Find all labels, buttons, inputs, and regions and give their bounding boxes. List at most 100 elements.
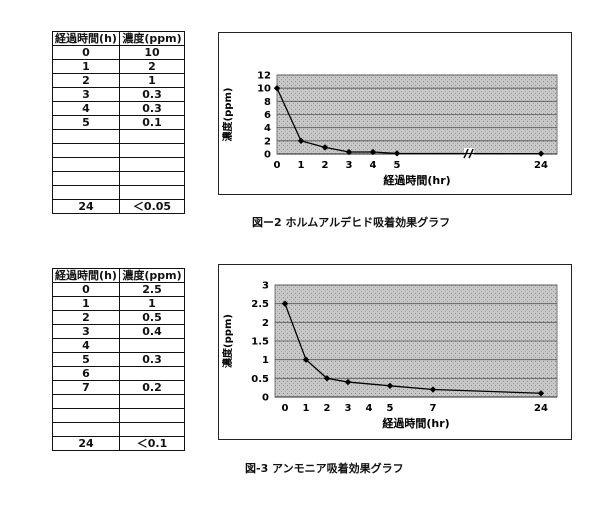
data-point [537,390,545,397]
x-tick-label: 3 [346,160,353,171]
data-point [344,378,352,386]
formaldehyde-chart: 0 2 4 6 8 10 12 0 1 2 3 4 5 24 経過時間(hr) 濃度(ppm) [218,32,572,195]
data-point [393,150,401,157]
concentration-cell [119,129,185,144]
y-tick-label: 10 [257,84,271,95]
elapsed-time-cell: 24 [52,436,120,451]
elapsed-time-cell [52,185,120,200]
elapsed-time-cell: 5 [52,352,120,367]
elapsed-time-cell [52,422,120,437]
concentration-cell [119,143,185,158]
ammonia-chart-svg: 0 0.5 1 1.5 2 2.5 3 0 1 2 3 4 5 7 24 経過時間(hr) 濃度(ppm) [221,281,558,430]
table-row: 2 0.5 [52,310,185,325]
x-tick-label: 0 [274,160,281,171]
concentration-cell: ＜0.1 [119,436,185,451]
y-tick-label: 3 [262,281,269,292]
table-header-row: 経過時間(h) 濃度(ppm) [52,31,185,46]
table-row [52,129,185,144]
x-tick-label: 5 [394,160,401,171]
elapsed-time-header: 経過時間(h) [52,31,120,46]
concentration-cell [119,157,185,172]
x-tick-label: 4 [370,160,377,171]
data-point [537,150,545,157]
data-point [297,137,305,145]
y-tick-label: 8 [264,97,271,108]
elapsed-time-cell: 5 [52,115,120,130]
table-header-row: 経過時間(h) 濃度(ppm) [52,268,185,283]
y-tick-label: 1.5 [251,337,269,348]
table-row [52,157,185,172]
concentration-cell [119,408,185,423]
table-row: 4 0.3 [52,101,185,116]
formaldehyde-data-table: 経過時間(h) 濃度(ppm) 0 10 1 2 2 1 3 0.3 4 0.3 5 0.1 24 ＜0.05 [52,31,185,214]
elapsed-time-cell: 0 [52,282,120,297]
concentration-cell [119,394,185,409]
table-row [52,408,185,423]
concentration-cell: 1 [119,296,185,311]
y-axis-title: 濃度(ppm) [221,314,234,368]
y-tick-label: 0 [264,150,271,161]
x-tick-label: 24 [534,160,548,171]
concentration-cell: 2 [119,59,185,74]
y-tick-label: 6 [264,110,271,121]
y-tick-label: 4 [264,123,271,134]
concentration-cell [119,422,185,437]
data-point [302,356,310,363]
elapsed-time-cell: 3 [52,324,120,339]
data-point [323,375,331,382]
elapsed-time-cell: 3 [52,87,120,102]
concentration-cell [119,338,185,353]
table-row [52,394,185,409]
y-tick-label: 0.5 [251,374,269,385]
x-tick-label: 7 [430,403,437,414]
x-tick-label: 3 [345,403,352,414]
x-tick-label: 5 [387,403,394,414]
concentration-cell [119,171,185,186]
elapsed-time-cell: 4 [52,338,120,353]
table-row: 3 0.3 [52,87,185,102]
x-tick-label: 1 [303,403,310,414]
concentration-cell: 0.4 [119,324,185,339]
elapsed-time-cell: 2 [52,310,120,325]
ammonia-figure-caption: 図-3 アンモニア吸着効果グラフ [245,462,404,475]
y-tick-label: 12 [257,71,271,82]
x-tick-label: 4 [366,403,373,414]
x-axis-title: 経過時間(hr) [382,416,449,430]
concentration-header: 濃度(ppm) [119,31,185,46]
concentration-cell: ＜0.05 [119,199,185,214]
y-tick-label: 0 [262,393,269,404]
elapsed-time-cell: 0 [52,45,120,60]
concentration-cell: 1 [119,73,185,88]
elapsed-time-header: 経過時間(h) [52,268,120,283]
elapsed-time-cell [52,408,120,423]
x-axis-title: 経過時間(hr) [383,173,450,187]
elapsed-time-cell: 4 [52,101,120,116]
elapsed-time-cell: 6 [52,366,120,381]
elapsed-time-cell [52,171,120,186]
table-row [52,143,185,158]
elapsed-time-cell [52,129,120,144]
y-tick-label: 2 [262,318,269,329]
elapsed-time-cell: 1 [52,296,120,311]
table-row: 24 ＜0.1 [52,436,185,451]
table-row: 4 [52,338,185,353]
ammonia-data-table: 経過時間(h) 濃度(ppm) 0 2.5 1 1 2 0.5 3 0.4 4 5 0.3 6 7 0.2 24… [52,268,185,451]
y-tick-label: 1 [262,355,269,366]
data-point [369,148,377,156]
data-point [273,84,281,92]
concentration-cell: 0.2 [119,380,185,395]
y-axis-title: 濃度(ppm) [221,88,234,142]
concentration-header: 濃度(ppm) [119,268,185,283]
concentration-cell [119,185,185,200]
data-point [429,386,437,393]
elapsed-time-cell: 24 [52,199,120,214]
x-tick-label: 2 [324,403,331,414]
ammonia-chart: 0 0.5 1 1.5 2 2.5 3 0 1 2 3 4 5 7 24 経過時間(hr) 濃度(ppm) [218,264,572,440]
elapsed-time-cell: 7 [52,380,120,395]
table-row: 3 0.4 [52,324,185,339]
y-tick-label: 2.5 [251,299,269,310]
data-point [386,382,394,389]
concentration-cell: 0.1 [119,115,185,130]
